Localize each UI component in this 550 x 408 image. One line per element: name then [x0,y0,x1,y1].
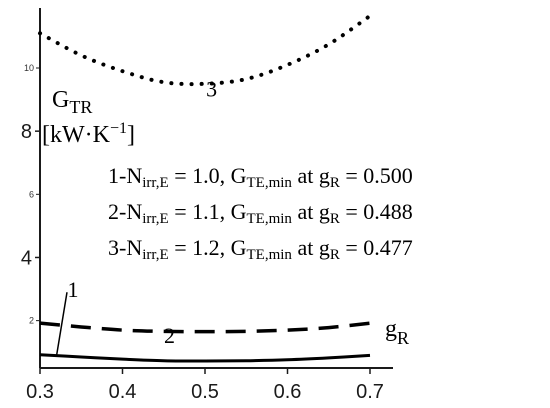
series-line-3 [38,13,372,87]
y-axis-label-unit-close: ] [127,122,135,148]
ticks-layer: 0.3 0.4 0.5 0.6 0.7 4 8 2 6 10 [21,63,384,403]
y-tick-label: 10 [24,63,34,73]
legend: 1-Nirr,E = 1.0, GTE,min at gR = 0.500 2-… [108,163,413,263]
legend-n-sub: irr,E [142,247,168,263]
legend-g: , G [220,199,247,224]
curve-label-3: 3 [206,77,217,102]
series-layer: 1 2 3 [38,13,372,363]
legend-n-sub: irr,E [142,175,168,191]
legend-eq: = [169,163,192,188]
x-tick-label: 0.5 [191,381,219,403]
y-tick-label: 4 [21,247,32,269]
legend-n: -N [119,199,142,224]
curve-1-leader-line [55,292,68,357]
series-line-2 [39,321,371,334]
legend-eq2: = [340,235,363,260]
legend-num: 2 [108,199,119,224]
legend-g: , G [220,235,247,260]
legend-eq: = [169,235,192,260]
legend-eq2: = [340,163,363,188]
legend-n-value: 1.0 [192,163,220,188]
y-tick-label: 8 [21,121,32,143]
legend-gr-sub: R [330,211,340,227]
legend-g-value: 0.500 [363,163,413,188]
legend-g-sub: TE,min [247,175,293,191]
legend-g-value: 0.477 [363,235,413,260]
legend-g: , G [220,163,247,188]
legend-n-value: 1.2 [192,235,220,260]
y-axis-label-sub: TR [69,97,92,117]
y-tick-label: 2 [29,316,34,326]
svg-text:GTR: GTR [52,87,92,117]
y-axis-label-unit-exp: −1 [110,120,127,137]
x-axis-label: gR [385,316,409,348]
legend-n-sub: irr,E [142,211,168,227]
legend-n: -N [119,163,142,188]
svg-text:[kW·K−1]: [kW·K−1] [42,120,135,148]
legend-at: at g [292,199,330,224]
y-axis-label: GTR [kW·K−1] [42,87,135,148]
y-tick-label: 6 [29,189,34,199]
curve-label-2: 2 [164,323,175,348]
legend-line-2: 2-Nirr,E = 1.1, GTE,min at gR = 0.488 [108,199,413,227]
x-axis-label-main: g [385,316,397,342]
legend-at: at g [292,235,330,260]
legend-gr-sub: R [330,247,340,263]
legend-line-1: 1-Nirr,E = 1.0, GTE,min at gR = 0.500 [108,163,413,191]
y-axis-label-unit: [kW·K [42,122,111,148]
legend-num: 1 [108,163,119,188]
legend-g-sub: TE,min [247,247,293,263]
legend-n-value: 1.1 [192,199,220,224]
legend-eq: = [169,199,192,224]
legend-n: -N [119,235,142,260]
x-tick-label: 0.3 [26,381,54,403]
legend-at: at g [292,163,330,188]
x-axis-label-sub: R [397,328,409,348]
x-tick-label: 0.4 [109,381,137,403]
y-axis-label-main: G [52,87,69,113]
legend-gr-sub: R [330,175,340,191]
legend-line-3: 3-Nirr,E = 1.2, GTE,min at gR = 0.477 [108,235,413,263]
legend-g-sub: TE,min [247,211,293,227]
legend-g-value: 0.488 [363,199,413,224]
legend-num: 3 [108,235,119,260]
legend-eq2: = [340,199,363,224]
x-tick-label: 0.6 [274,381,302,403]
curve-label-1: 1 [68,277,79,302]
series-line-1 [39,353,371,363]
x-tick-label: 0.7 [356,381,384,403]
